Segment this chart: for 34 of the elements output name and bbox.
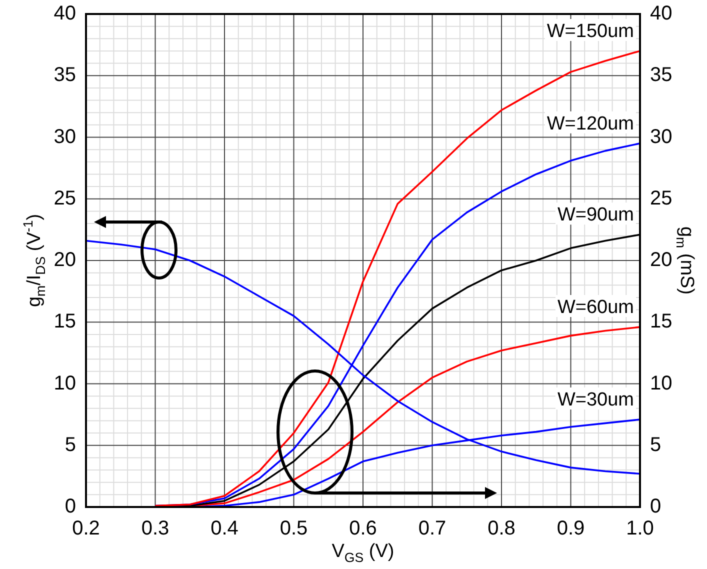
x-tick-label: 0.5	[280, 518, 308, 540]
x-tick-label: 0.4	[210, 518, 238, 540]
y-tick-label: 20	[54, 249, 76, 272]
y2-tick-label: 20	[650, 249, 672, 272]
y2-tick-label: 0	[650, 496, 662, 518]
x-tick-label: 0.8	[488, 518, 516, 540]
series-label: W=30um	[557, 389, 634, 410]
y-tick-label: 5	[64, 434, 76, 456]
y2-tick-label: 25	[650, 187, 672, 210]
y-tick-label: 15	[54, 310, 76, 333]
y2-tick-label: 40	[650, 2, 672, 25]
series-label: W=150um	[546, 20, 634, 42]
series-label: W=120um	[546, 113, 634, 134]
y2-tick-label: 30	[650, 126, 672, 148]
y2-axis-title: gm (mS)	[673, 226, 697, 295]
y2-tick-label: 15	[650, 310, 672, 333]
y2-tick-label: 5	[650, 434, 662, 456]
y-tick-label: 30	[54, 126, 76, 148]
x-tick-label: 0.7	[418, 518, 446, 540]
series-label: W=90um	[557, 204, 634, 226]
x-tick-label: 0.2	[72, 518, 100, 540]
x-tick-label: 1.0	[626, 518, 654, 540]
y-tick-label: 35	[54, 64, 76, 86]
x-tick-label: 0.3	[141, 518, 170, 540]
y-tick-label: 25	[54, 187, 76, 210]
y-tick-label: 10	[54, 372, 76, 394]
y2-tick-label: 10	[650, 372, 672, 394]
y-axis-title: gm/IDS (V-1)	[20, 214, 48, 308]
y-tick-label: 0	[64, 496, 76, 518]
y-tick-label: 40	[54, 2, 76, 25]
series-label: W=60um	[557, 297, 634, 318]
x-tick-label: 0.9	[556, 518, 585, 540]
x-tick-label: 0.6	[349, 518, 377, 540]
y2-tick-label: 35	[650, 64, 672, 86]
